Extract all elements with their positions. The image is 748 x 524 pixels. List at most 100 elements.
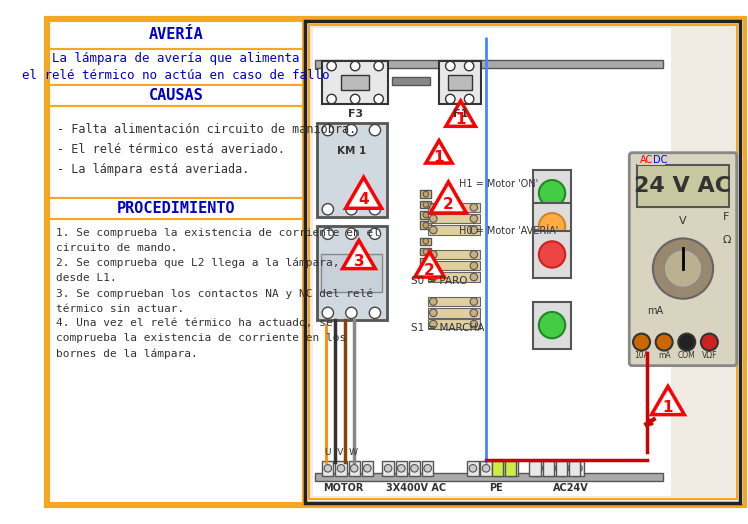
Circle shape — [337, 465, 345, 472]
Circle shape — [548, 465, 556, 472]
Circle shape — [509, 465, 516, 472]
Bar — [428, 250, 479, 259]
Circle shape — [470, 298, 478, 305]
Circle shape — [423, 238, 429, 244]
Text: 1: 1 — [434, 150, 444, 165]
Bar — [349, 461, 360, 476]
Circle shape — [322, 228, 334, 239]
Circle shape — [574, 465, 582, 472]
Polygon shape — [346, 177, 381, 209]
Bar — [316, 226, 387, 320]
Bar — [491, 461, 503, 476]
Text: CAUSAS: CAUSAS — [149, 88, 203, 103]
Bar — [507, 461, 518, 476]
Bar — [637, 156, 665, 165]
Circle shape — [397, 465, 405, 472]
Bar — [448, 75, 472, 90]
Circle shape — [539, 241, 565, 268]
Text: H1 = Motor 'ON': H1 = Motor 'ON' — [459, 179, 538, 189]
Text: 3X400V AC: 3X400V AC — [386, 483, 447, 493]
Circle shape — [537, 178, 567, 209]
Bar — [49, 21, 304, 503]
Bar — [49, 21, 304, 49]
Bar — [428, 308, 479, 318]
Bar — [309, 25, 737, 499]
Bar — [439, 61, 482, 104]
Circle shape — [469, 465, 476, 472]
Bar — [546, 461, 558, 476]
Bar — [420, 258, 432, 266]
Circle shape — [429, 204, 437, 211]
Text: 10A: 10A — [634, 351, 649, 360]
Circle shape — [322, 125, 334, 136]
Text: MOTOR: MOTOR — [322, 483, 363, 493]
Bar — [322, 461, 334, 476]
Text: 4: 4 — [358, 192, 369, 208]
Circle shape — [446, 94, 455, 104]
Bar — [49, 49, 304, 85]
Bar — [420, 201, 432, 209]
Circle shape — [327, 94, 337, 104]
Bar — [420, 190, 432, 198]
Bar — [305, 21, 741, 503]
Text: 24 V AC: 24 V AC — [634, 176, 732, 195]
Circle shape — [429, 215, 437, 222]
Text: S0 = PARO: S0 = PARO — [411, 276, 468, 286]
Circle shape — [370, 204, 381, 215]
Circle shape — [327, 61, 337, 71]
Bar — [396, 461, 407, 476]
Circle shape — [429, 226, 437, 234]
Circle shape — [346, 204, 357, 215]
Circle shape — [446, 61, 455, 71]
Bar — [420, 269, 432, 276]
Text: F3: F3 — [348, 110, 363, 119]
Bar — [530, 461, 541, 476]
Circle shape — [423, 212, 429, 217]
Bar — [49, 85, 304, 106]
Circle shape — [535, 465, 542, 472]
Text: PE: PE — [488, 483, 503, 493]
Text: mA: mA — [657, 351, 670, 360]
Circle shape — [429, 262, 437, 269]
Bar — [533, 231, 571, 278]
Polygon shape — [430, 182, 467, 213]
Polygon shape — [426, 140, 452, 163]
Circle shape — [429, 274, 437, 281]
Bar — [49, 198, 304, 219]
Bar — [573, 461, 584, 476]
Bar — [420, 237, 432, 245]
Text: U  V  W: U V W — [325, 448, 358, 457]
Text: La lámpara de avería que alimenta
el relé térmico no actúa en caso de fallo: La lámpara de avería que alimenta el rel… — [22, 52, 330, 82]
Circle shape — [374, 94, 384, 104]
Text: F1: F1 — [453, 110, 468, 119]
Bar — [542, 461, 554, 476]
Text: 1. Se comprueba la existencia de corriente en el
circuito de mando.
2. Se compru: 1. Se comprueba la existencia de corrien… — [57, 228, 381, 359]
Circle shape — [470, 320, 478, 328]
Bar — [313, 28, 671, 496]
Circle shape — [370, 125, 381, 136]
Circle shape — [633, 334, 650, 351]
Circle shape — [429, 320, 437, 328]
Text: VΩF: VΩF — [702, 351, 717, 360]
Text: PROCEDIMIENTO: PROCEDIMIENTO — [117, 201, 236, 216]
Bar — [428, 261, 479, 270]
Circle shape — [701, 334, 718, 351]
Circle shape — [350, 94, 360, 104]
Bar — [49, 219, 304, 503]
Circle shape — [423, 259, 429, 265]
Bar — [468, 461, 479, 476]
Circle shape — [322, 307, 334, 319]
Circle shape — [346, 307, 357, 319]
Text: Ω: Ω — [722, 235, 731, 245]
Bar — [420, 222, 432, 229]
Text: 2: 2 — [424, 263, 435, 278]
Circle shape — [470, 250, 478, 258]
Circle shape — [429, 250, 437, 258]
Circle shape — [423, 222, 429, 228]
Bar — [428, 225, 479, 235]
Circle shape — [384, 465, 392, 472]
Circle shape — [537, 239, 567, 269]
Circle shape — [482, 465, 490, 472]
Bar — [428, 272, 479, 282]
Bar — [316, 123, 387, 217]
